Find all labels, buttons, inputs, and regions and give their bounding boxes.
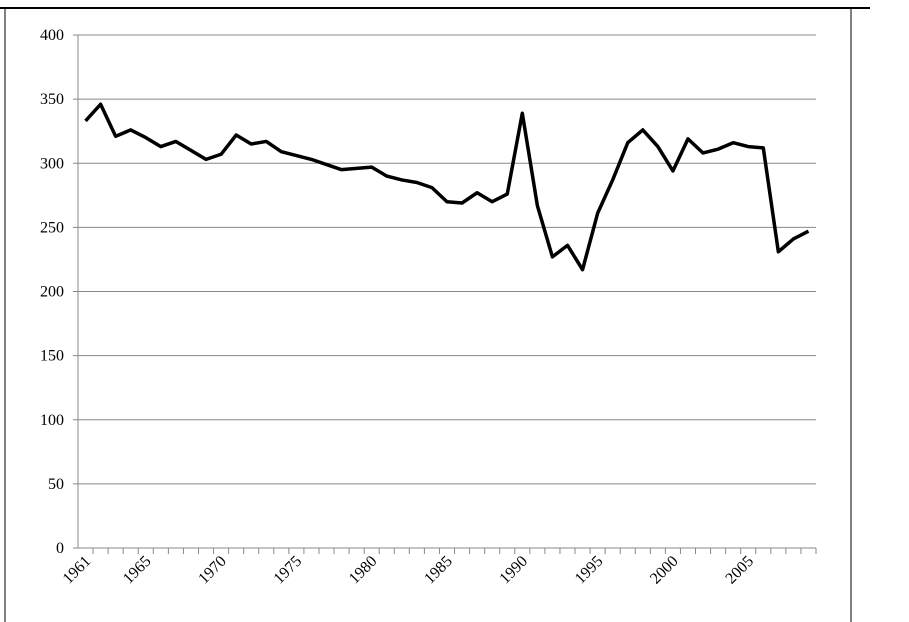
- y-tick-label: 350: [40, 91, 64, 108]
- y-tick-label: 100: [40, 412, 64, 429]
- y-tick-label: 400: [40, 27, 64, 44]
- chart-frame: [4, 7, 852, 622]
- y-tick-label: 0: [56, 540, 64, 557]
- x-tick-label: 1990: [496, 553, 531, 588]
- x-tick-label: 1995: [572, 553, 607, 588]
- y-tick-label: 300: [40, 155, 64, 172]
- x-tick-label: 2005: [722, 553, 757, 588]
- x-tick-label: 1980: [346, 553, 381, 588]
- y-tick-label: 150: [40, 348, 64, 365]
- x-tick-label: 1961: [60, 553, 95, 588]
- y-tick-label: 200: [40, 284, 64, 301]
- x-tick-label: 1975: [271, 553, 306, 588]
- x-tick-label: 2000: [647, 553, 682, 588]
- x-tick-label: 1985: [421, 553, 456, 588]
- y-tick-label: 50: [48, 476, 64, 493]
- data-line: [84, 102, 810, 272]
- x-tick-label: 1965: [120, 553, 155, 588]
- x-tick-label: 1970: [195, 553, 230, 588]
- y-tick-label: 250: [40, 219, 64, 236]
